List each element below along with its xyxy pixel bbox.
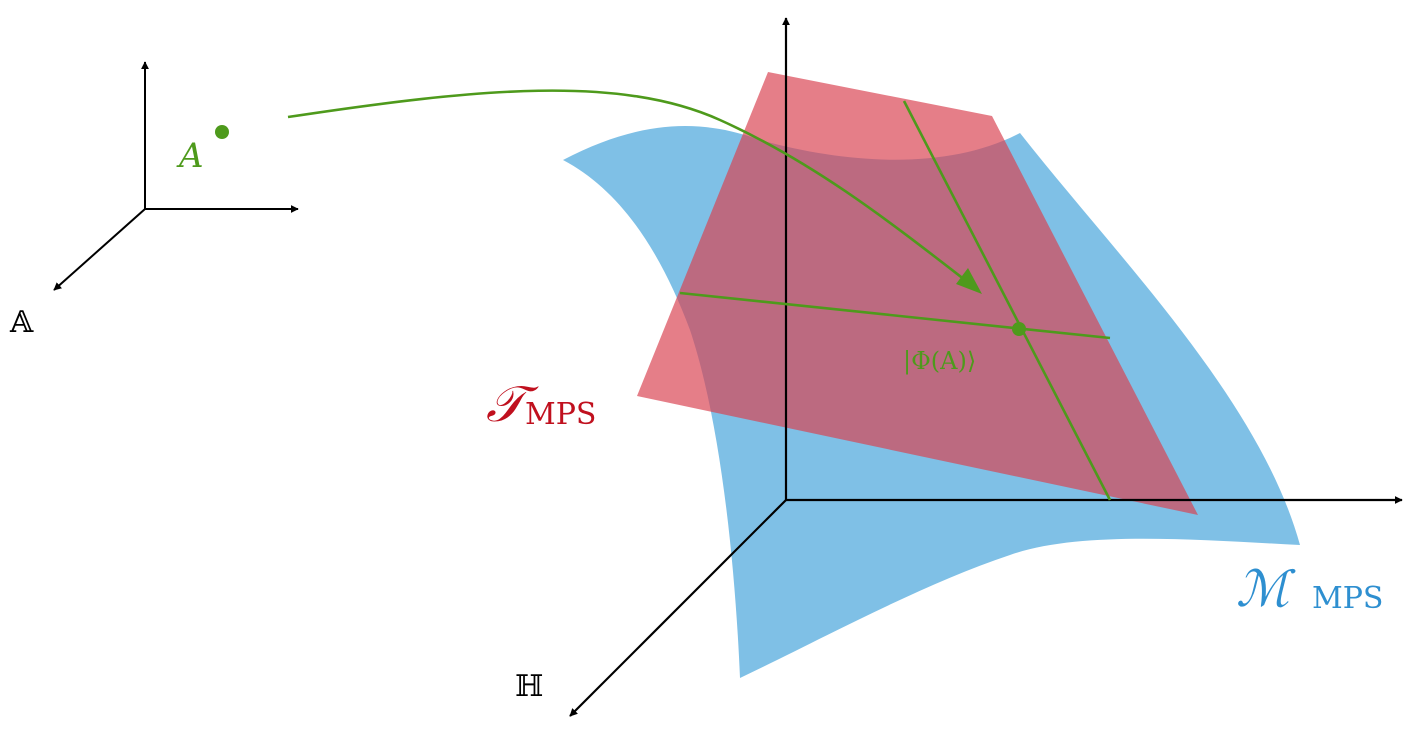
tangent-plane-surface xyxy=(637,72,1198,515)
mps-manifold-subscript: MPS xyxy=(1312,581,1383,616)
tangent-line-horizontal xyxy=(679,291,1111,340)
state-point-dot xyxy=(1012,322,1026,336)
hilbert-axis-diagonal xyxy=(569,499,787,717)
point-A-label: A xyxy=(176,136,204,176)
parameter-space-label: 𝔸 xyxy=(9,305,34,340)
mps-manifold-label: ℳ MPS xyxy=(1236,560,1383,618)
parameter-space-axes xyxy=(53,61,299,291)
state-ket-label: |Φ(A)⟩ xyxy=(903,347,976,376)
embedding-map-curve xyxy=(287,89,979,292)
hilbert-space-label: ℍ xyxy=(515,669,543,704)
embedding-map-arrowhead xyxy=(956,268,982,294)
tangent-line-diagonal xyxy=(902,100,1112,501)
point-A-dot xyxy=(215,125,229,139)
mps-manifold-symbol: ℳ xyxy=(1236,560,1296,618)
tangent-space-subscript: MPS xyxy=(525,397,596,432)
tangent-space-label: 𝒯 MPS xyxy=(486,375,596,433)
hilbert-space-axes xyxy=(569,17,1403,717)
param-axis-diagonal xyxy=(53,208,146,291)
